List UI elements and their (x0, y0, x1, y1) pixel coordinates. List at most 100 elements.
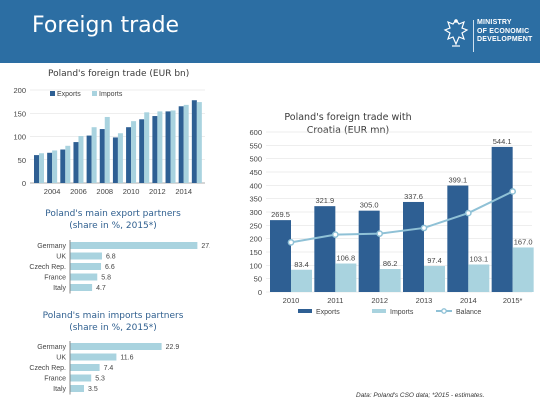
legend-label-imports: Imports (390, 309, 414, 316)
partner-bar (70, 353, 117, 361)
y-tick-label: 300 (249, 208, 262, 217)
exports-bar (86, 135, 92, 183)
exports-bar (112, 137, 118, 183)
exports-bar (73, 142, 79, 183)
page-title: Foreign trade (32, 13, 180, 38)
exports-bar (34, 155, 39, 183)
croatia-imports-bar (512, 247, 534, 292)
import-partners-chart: Germany 22.9 UK 11.6 Czech Rep. 7.4 France 5.3 I… (29, 341, 180, 395)
balance-point (420, 224, 428, 232)
exports-value-label: 544.1 (493, 137, 512, 146)
partner-value-label: 11.6 (120, 355, 133, 362)
partner-label: Italy (53, 386, 66, 393)
croatia-trade-chart: 0 50 100 150 200 250 300 350 400 450 500 550 600 269.… (249, 128, 534, 316)
croatia-imports-bar (335, 263, 357, 292)
partner-label: Germany (37, 243, 66, 250)
partner-bar (70, 343, 162, 350)
croatia-exports-bar (314, 206, 336, 292)
imports-bar (104, 116, 110, 183)
ministry-line: MINISTRY (477, 19, 512, 26)
balance-point (464, 209, 472, 217)
partner-label: Germany (37, 344, 66, 351)
croatia-imports-bar (424, 266, 445, 292)
imports-bar (78, 136, 84, 183)
legend-label-balance: Balance (456, 309, 481, 316)
x-tick-label: 2010 (283, 296, 300, 305)
croatia-exports-bar (447, 185, 469, 292)
y-tick-label: 150 (249, 248, 262, 257)
balance-point (509, 188, 517, 195)
partner-value-label: 27.1 (201, 243, 210, 250)
partner-bar (70, 385, 84, 392)
x-tick-label: 2008 (96, 187, 113, 196)
x-tick-label: 2014 (175, 187, 192, 196)
imports-value-label: 86.2 (383, 259, 398, 268)
legend-swatch-exports (298, 309, 312, 313)
source-footnote: Data: Poland's CSO data; *2015 - estimat… (356, 392, 485, 399)
partner-value-label: 22.9 (166, 344, 180, 351)
legend-label-exports: Exports (57, 91, 81, 98)
exports-bar (126, 127, 132, 183)
x-tick-label: 2014 (460, 296, 477, 305)
x-tick-label: 2012 (149, 187, 166, 196)
y-tick-label: 450 (249, 168, 262, 177)
partner-bar (70, 364, 100, 371)
partner-bar (70, 374, 92, 382)
partner-label: UK (56, 254, 66, 261)
exports-value-label: 399.1 (448, 176, 467, 185)
imports-bar (144, 112, 150, 183)
partner-value-label: 7.4 (104, 365, 114, 372)
imports-bar (183, 104, 189, 183)
partner-bar (70, 263, 102, 270)
partner-label: France (44, 376, 66, 383)
y-tick-label: 400 (249, 181, 262, 190)
y-tick-label: 0 (22, 179, 26, 188)
balance-point (331, 231, 339, 238)
partner-value-label: 4.7 (96, 285, 106, 292)
exports-value-label: 321.9 (315, 196, 334, 205)
logo-divider (473, 20, 474, 52)
exports-bar (178, 106, 184, 183)
partner-bar (70, 273, 98, 281)
partner-value-label: 3.5 (88, 386, 98, 393)
y-tick-label: 100 (249, 261, 262, 270)
croatia-exports-bar (270, 220, 291, 292)
y-tick-label: 50 (18, 156, 26, 165)
partner-label: UK (56, 355, 66, 362)
exports-value-label: 337.6 (404, 192, 423, 201)
ministry-line: OF ECONOMIC (477, 27, 530, 35)
exports-bar (60, 149, 66, 183)
y-tick-label: 550 (249, 141, 262, 150)
partner-bar (70, 242, 198, 249)
y-tick-label: 150 (13, 109, 26, 118)
exports-value-label: 305.0 (360, 201, 379, 210)
partner-bar (70, 252, 102, 260)
partner-label: Italy (53, 285, 66, 292)
import-partners-title: Poland's main imports partners (share in… (42, 311, 184, 333)
imports-value-label: 83.4 (294, 260, 309, 269)
eagle-emblem-icon (443, 19, 469, 47)
partner-value-label: 5.8 (101, 275, 111, 282)
partner-value-label: 6.8 (106, 254, 116, 261)
legend-swatch-imports (92, 91, 97, 96)
balance-point (376, 230, 384, 238)
y-tick-label: 200 (249, 235, 262, 244)
y-tick-label: 600 (249, 128, 262, 137)
legend-swatch-imports (372, 309, 386, 313)
imports-bar (52, 150, 58, 183)
exports-bar (165, 111, 171, 183)
y-tick-label: 200 (13, 86, 26, 95)
exports-bar (47, 152, 53, 183)
x-tick-label: 2004 (44, 187, 61, 196)
x-tick-label: 2013 (416, 296, 433, 305)
export-partners-chart: Germany 27.1 UK 6.8 Czech Rep. 6.6 France 5.8 It… (29, 240, 210, 294)
exports-bar (191, 100, 197, 183)
balance-line (290, 190, 514, 244)
croatia-exports-bar (358, 210, 380, 292)
croatia-imports-bar (291, 269, 312, 292)
balance-point (287, 239, 295, 246)
exports-bar (99, 129, 105, 183)
partner-label: Czech Rep. (29, 365, 66, 372)
y-tick-label: 50 (254, 275, 262, 284)
imports-value-label: 103.1 (469, 255, 488, 264)
